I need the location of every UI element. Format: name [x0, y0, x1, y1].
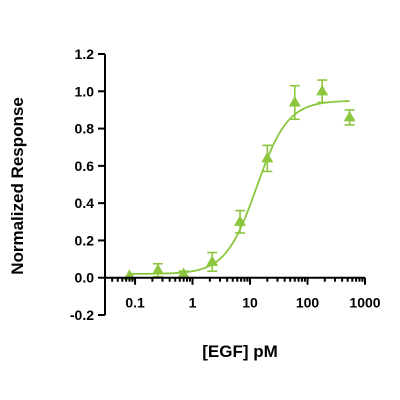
- data-layer: [123, 79, 356, 280]
- x-tick-label: 0.1: [125, 295, 145, 311]
- y-axis-title: Normalized Response: [8, 97, 27, 275]
- y-tick-label: 1.2: [75, 46, 95, 62]
- data-point-triangle: [316, 84, 329, 96]
- x-tick-label: 1000: [349, 295, 380, 311]
- fit-layer: [129, 100, 350, 275]
- fit-curve: [129, 100, 350, 275]
- axes-layer: -0.2 0.0 0.2 0.4 0.6 0.8 1.0 1.2 0.1 1 10 100 1000: [70, 46, 381, 323]
- x-tick-label: 10: [242, 295, 258, 311]
- data-point-triangle: [177, 267, 190, 279]
- y-tick-label: 0.0: [75, 270, 95, 286]
- y-tick-label: 0.8: [75, 121, 95, 137]
- data-point-triangle: [261, 151, 274, 163]
- data-point-triangle: [206, 255, 219, 266]
- y-tick-label: 0.6: [75, 158, 95, 174]
- y-tick-label: 1.0: [75, 83, 95, 99]
- y-tick-label: 0.4: [75, 195, 95, 211]
- x-tick-label: 100: [296, 295, 320, 311]
- x-tick-label: 1: [189, 295, 197, 311]
- data-point-triangle: [151, 263, 164, 275]
- data-point-triangle: [343, 110, 356, 122]
- y-tick-label: 0.2: [75, 232, 95, 248]
- data-point-triangle: [288, 95, 301, 107]
- data-point-triangle: [234, 215, 247, 226]
- x-axis-title: [EGF] pM: [202, 342, 278, 361]
- y-tick-label: -0.2: [70, 307, 94, 323]
